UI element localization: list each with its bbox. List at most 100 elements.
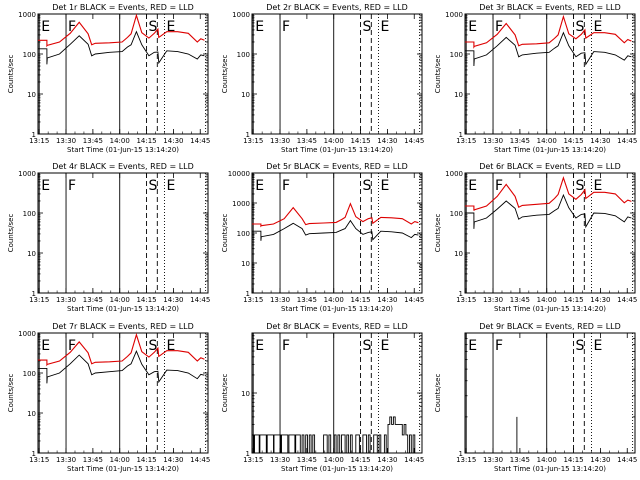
x-tick-label: 14:00 — [537, 456, 557, 464]
y-tick-label: 10 — [27, 91, 36, 99]
x-tick-label: 14:45 — [617, 296, 637, 304]
x-tick-label: 13:45 — [297, 456, 317, 464]
marker-label: F — [282, 19, 290, 35]
marker-label: E — [380, 178, 389, 194]
x-tick-label: 14:15 — [563, 137, 583, 145]
y-tick-label: 1000 — [232, 200, 250, 208]
x-axis-label: Start Time (01-Jun-15 13:14:20) — [281, 465, 393, 473]
marker-label: S — [363, 338, 372, 354]
x-tick-label: 14:45 — [617, 137, 637, 145]
marker-label: E — [41, 338, 50, 354]
marker-label: F — [282, 178, 290, 194]
marker-label: E — [41, 19, 50, 35]
x-tick-label: 14:30 — [590, 296, 610, 304]
y-tick-label: 100 — [237, 230, 250, 238]
x-tick-label: 13:15 — [243, 137, 263, 145]
panel-9: Det 9r BLACK = Events, RED = LLD 1 Counts/… — [434, 322, 637, 473]
marker-label: F — [495, 19, 503, 35]
panel-title: Det 9r BLACK = Events, RED = LLD — [479, 322, 621, 331]
series-lld — [252, 202, 419, 228]
x-tick-label: 14:00 — [110, 296, 130, 304]
x-tick-label: 14:30 — [590, 137, 610, 145]
marker-label: S — [576, 178, 585, 194]
plot-frame — [251, 172, 423, 294]
x-axis-label: Start Time (01-Jun-15 13:14:20) — [494, 146, 606, 154]
y-tick-label: 100 — [23, 370, 36, 378]
y-tick-label: 1000 — [445, 170, 463, 178]
x-tick-label: 13:45 — [83, 137, 103, 145]
marker-label: S — [363, 178, 372, 194]
x-tick-label: 13:15 — [456, 456, 476, 464]
plot-frame — [37, 172, 209, 294]
series-lld — [465, 176, 632, 211]
panel-7: Det 7r BLACK = Events, RED = LLD 1 10 100 10… — [7, 322, 210, 473]
x-axis-label: Start Time (01-Jun-15 13:14:20) — [281, 146, 393, 154]
plot-frame — [37, 332, 209, 454]
plot-frame — [251, 13, 423, 135]
panel-5: Det 5r BLACK = Events, RED = LLD 1 10 100 10… — [221, 162, 424, 313]
x-tick-label: 14:45 — [404, 296, 424, 304]
series-events — [465, 416, 632, 454]
y-tick-label: 1 — [459, 450, 463, 458]
panel-6: Det 6r BLACK = Events, RED = LLD 1 10 100 10… — [434, 162, 637, 313]
panel-title: Det 1r BLACK = Events, RED = LLD — [52, 3, 194, 12]
x-tick-label: 13:45 — [83, 456, 103, 464]
y-axis-label: Counts/sec — [434, 374, 442, 413]
x-tick-label: 13:15 — [243, 296, 263, 304]
y-tick-label: 100 — [237, 51, 250, 59]
y-axis-label: Counts/sec — [221, 55, 229, 94]
y-tick-label: 1000 — [18, 170, 36, 178]
marker-label: S — [149, 19, 158, 35]
x-tick-label: 13:30 — [483, 296, 503, 304]
y-axis-label: Counts/sec — [7, 55, 15, 94]
marker-label: E — [468, 19, 477, 35]
series-events — [465, 31, 632, 67]
marker-label: E — [255, 338, 264, 354]
panel-title: Det 3r BLACK = Events, RED = LLD — [479, 3, 621, 12]
x-tick-label: 13:30 — [270, 296, 290, 304]
y-tick-label: 1 — [459, 290, 463, 298]
x-tick-label: 14:30 — [163, 456, 183, 464]
series-lld — [38, 13, 205, 48]
marker-label: S — [363, 19, 372, 35]
marker-label: F — [282, 338, 290, 354]
y-axis-label: Counts/sec — [221, 214, 229, 253]
x-tick-label: 13:15 — [29, 296, 49, 304]
marker-label: E — [41, 178, 50, 194]
marker-label: E — [380, 19, 389, 35]
panel-1: Det 1r BLACK = Events, RED = LLD 1 10 100 10… — [7, 3, 210, 154]
x-tick-label: 13:30 — [483, 137, 503, 145]
x-tick-label: 14:00 — [537, 137, 557, 145]
x-tick-label: 14:00 — [110, 137, 130, 145]
plot-frame — [464, 172, 636, 294]
marker-label: E — [166, 178, 175, 194]
x-tick-label: 14:30 — [377, 456, 397, 464]
x-tick-label: 14:45 — [404, 456, 424, 464]
panel-title: Det 4r BLACK = Events, RED = LLD — [52, 162, 194, 171]
marker-label: E — [380, 338, 389, 354]
x-tick-label: 13:45 — [510, 137, 530, 145]
series-lld — [38, 332, 205, 367]
plot-frame — [464, 332, 636, 454]
y-tick-label: 1 — [32, 290, 36, 298]
series-events — [38, 30, 205, 65]
x-axis-label: Start Time (01-Jun-15 13:14:20) — [494, 305, 606, 313]
y-tick-label: 1000 — [18, 11, 36, 19]
marker-label: E — [255, 19, 264, 35]
x-tick-label: 14:15 — [350, 456, 370, 464]
y-tick-label: 10 — [241, 390, 250, 398]
y-tick-label: 1 — [32, 450, 36, 458]
x-tick-label: 14:45 — [404, 137, 424, 145]
x-tick-label: 14:00 — [324, 456, 344, 464]
x-tick-label: 14:30 — [163, 137, 183, 145]
x-tick-label: 14:45 — [190, 137, 210, 145]
y-tick-label: 1 — [459, 131, 463, 139]
x-tick-label: 13:45 — [297, 296, 317, 304]
y-tick-label: 1 — [32, 131, 36, 139]
x-tick-label: 13:45 — [510, 296, 530, 304]
marker-label: E — [593, 19, 602, 35]
y-tick-label: 10 — [241, 91, 250, 99]
y-tick-label: 10 — [27, 410, 36, 418]
y-tick-label: 1 — [246, 290, 250, 298]
x-tick-label: 13:15 — [29, 456, 49, 464]
